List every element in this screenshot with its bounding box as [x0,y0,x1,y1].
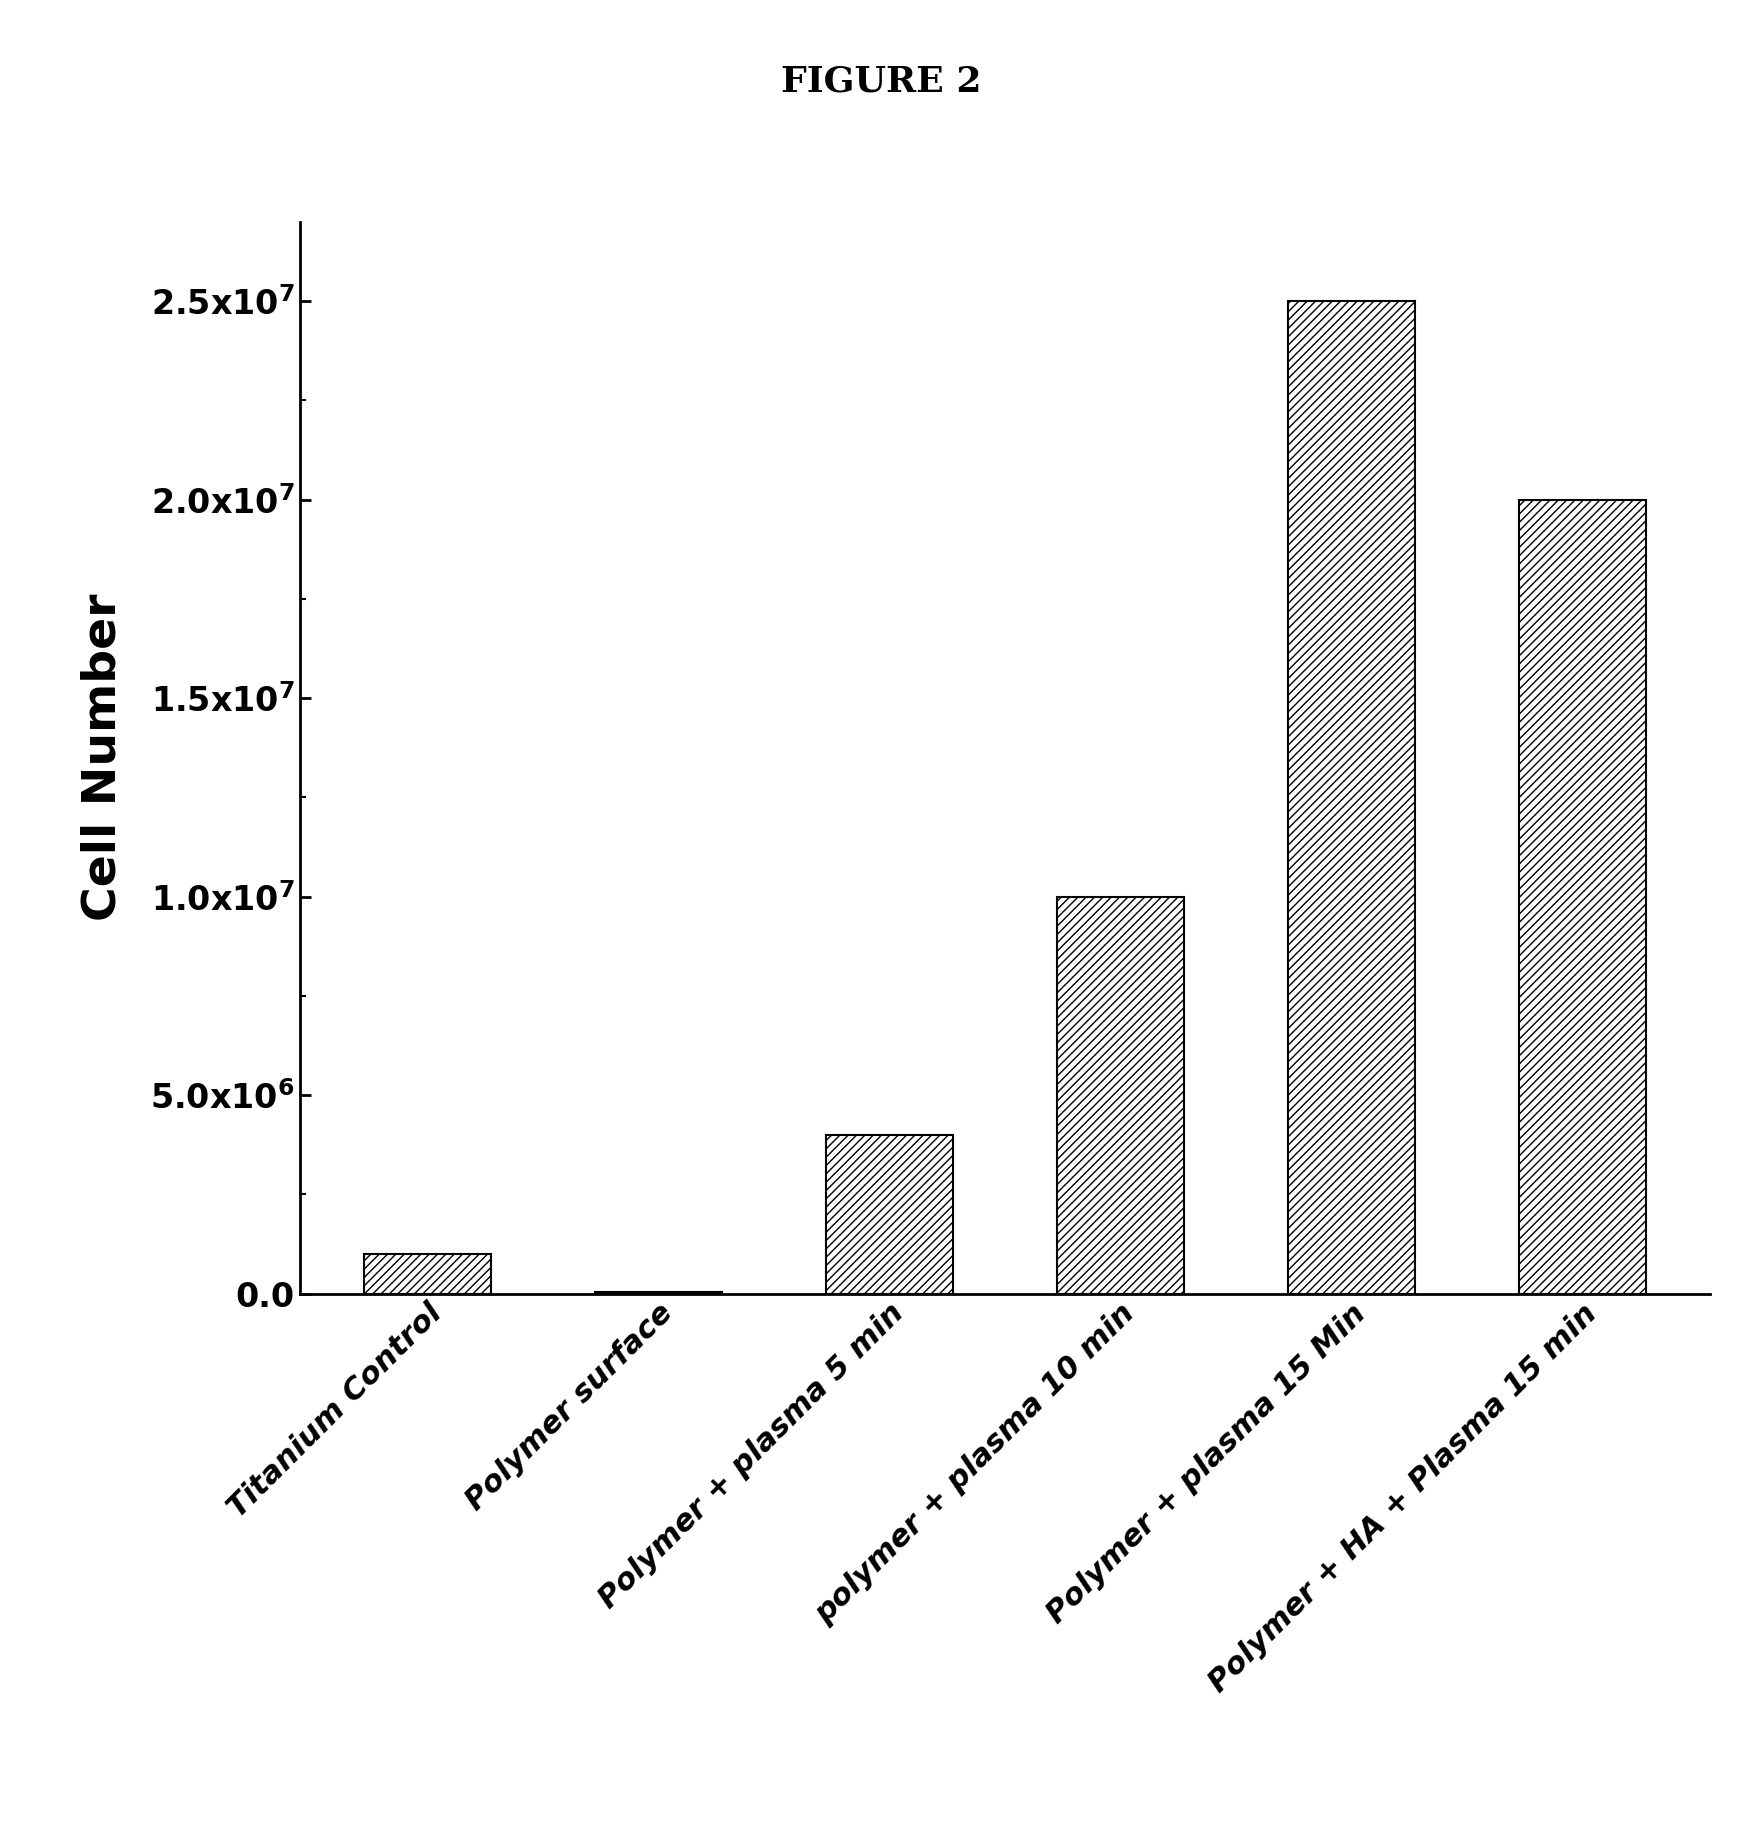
Text: FIGURE 2: FIGURE 2 [781,65,982,98]
Bar [1520,499,1647,1294]
Bar [1289,301,1416,1294]
Bar [594,1292,721,1294]
Bar [825,1135,954,1294]
Bar [1056,896,1185,1294]
Y-axis label: Cell Number: Cell Number [81,593,125,922]
Bar [363,1255,490,1294]
